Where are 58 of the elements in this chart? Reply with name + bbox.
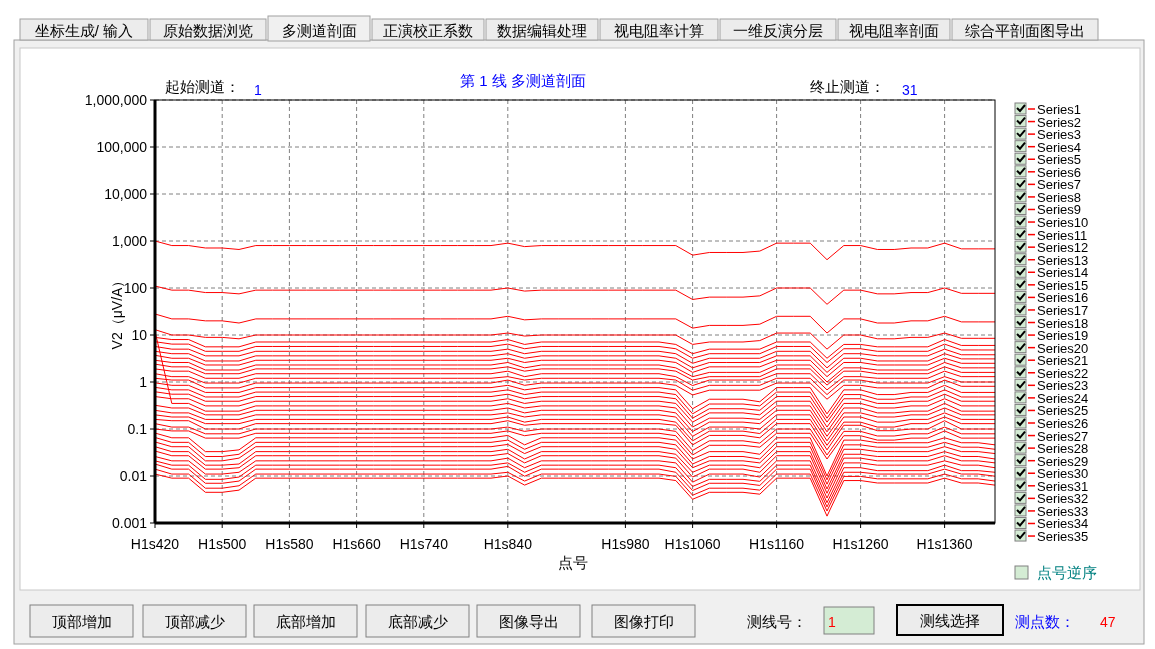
text: 1 bbox=[828, 614, 836, 630]
legend-label: Series25 bbox=[1037, 403, 1089, 419]
text: 多测道剖面 bbox=[281, 22, 357, 39]
y-tick-label: 100,000 bbox=[96, 139, 148, 155]
legend-label: Series26 bbox=[1037, 416, 1089, 431]
text: 起始测道： bbox=[165, 78, 240, 95]
x-tick-label: H1s660 bbox=[332, 536, 381, 552]
text: 47 bbox=[1100, 614, 1116, 630]
legend-label: Series27 bbox=[1037, 428, 1089, 444]
y-tick-label: 10,000 bbox=[104, 186, 148, 202]
x-tick-label: H1s980 bbox=[601, 536, 650, 552]
text: 图像导出 bbox=[498, 613, 559, 630]
x-tick-label: H1s580 bbox=[265, 536, 314, 552]
text: 底部增加 bbox=[275, 613, 336, 630]
x-tick-label: H1s1360 bbox=[916, 536, 973, 552]
text: 1 bbox=[254, 82, 262, 98]
legend-label: Series18 bbox=[1037, 315, 1089, 331]
text: 视电阻率剖面 bbox=[849, 22, 939, 39]
text: 一维反演分层 bbox=[733, 22, 823, 39]
text: 原始数据浏览 bbox=[163, 22, 253, 39]
text: 数据编辑处理 bbox=[497, 22, 587, 39]
x-tick-label: H1s840 bbox=[483, 536, 533, 552]
x-tick-label: H1s740 bbox=[399, 536, 449, 552]
x-tick-label: H1s1160 bbox=[749, 536, 805, 552]
x-tick-label: H1s500 bbox=[198, 536, 247, 552]
y-tick-label: 100 bbox=[123, 280, 148, 296]
text: 顶部减少 bbox=[164, 613, 225, 630]
y-tick-label: 0.01 bbox=[119, 468, 148, 484]
x-tick-label: H1s1260 bbox=[832, 536, 889, 552]
legend-label: Series35 bbox=[1037, 529, 1089, 545]
y-tick-label: 10 bbox=[131, 327, 148, 343]
text: 坐标生成/ 输入 bbox=[34, 22, 134, 39]
text: 综合平剖面图导出 bbox=[965, 22, 1085, 39]
text: 测线号： bbox=[747, 613, 807, 630]
x-tick-label: H1s420 bbox=[130, 536, 180, 552]
text: 31 bbox=[902, 82, 918, 98]
chart-title: 第 1 线 多测道剖面 bbox=[460, 72, 586, 89]
text: 顶部增加 bbox=[51, 613, 112, 630]
y-axis-title: V2（μV/A） bbox=[109, 273, 125, 350]
text: 测线选择 bbox=[920, 612, 980, 629]
legend-label: Series2 bbox=[1037, 114, 1082, 130]
x-axis-title: 点号 bbox=[558, 554, 588, 571]
text: 正演校正系数 bbox=[383, 22, 473, 39]
y-tick-label: 0.001 bbox=[111, 515, 148, 531]
legend-label: Series34 bbox=[1037, 516, 1089, 532]
text: 视电阻率计算 bbox=[614, 22, 704, 39]
y-tick-label: 1,000,000 bbox=[84, 92, 148, 108]
text: 测点数： bbox=[1015, 613, 1075, 630]
x-tick-label: H1s1060 bbox=[664, 536, 721, 552]
y-tick-label: 0.1 bbox=[127, 421, 148, 437]
legend-label: Series9 bbox=[1037, 202, 1082, 218]
text: 底部减少 bbox=[387, 613, 448, 630]
text: 图像打印 bbox=[613, 613, 674, 630]
y-tick-label: 1,000 bbox=[111, 233, 148, 249]
text: 点号逆序 bbox=[1037, 564, 1097, 581]
text: 终止测道： bbox=[810, 78, 885, 95]
y-tick-label: 1 bbox=[139, 374, 148, 390]
legend-label: Series1 bbox=[1037, 102, 1082, 117]
